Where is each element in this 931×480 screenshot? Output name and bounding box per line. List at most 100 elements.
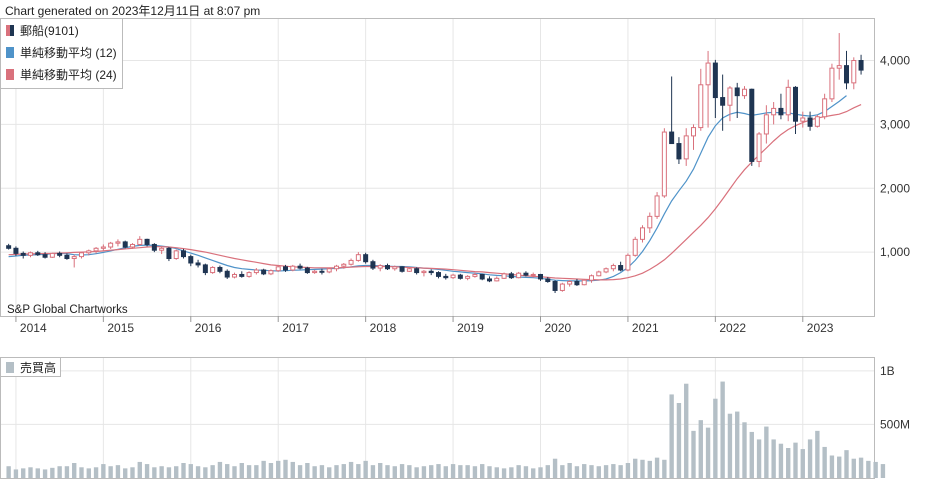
volume-bar bbox=[720, 381, 725, 478]
volume-bar bbox=[633, 458, 638, 478]
candle bbox=[195, 259, 201, 268]
volume-bar bbox=[370, 465, 376, 478]
candle bbox=[435, 271, 442, 279]
candle bbox=[180, 248, 187, 259]
candle bbox=[756, 132, 762, 168]
volume-series bbox=[6, 381, 886, 478]
volume-bar bbox=[815, 430, 820, 478]
volume-bar bbox=[385, 465, 390, 478]
candle-body bbox=[173, 250, 179, 260]
candle bbox=[778, 93, 784, 120]
candle-body bbox=[567, 281, 573, 285]
candle bbox=[151, 243, 157, 253]
volume-bar bbox=[341, 464, 346, 478]
candle-body bbox=[858, 60, 864, 71]
volume-bar bbox=[195, 466, 201, 478]
candle-body bbox=[829, 67, 835, 100]
volume-y-axis: 500M 1B bbox=[880, 364, 910, 432]
candle bbox=[188, 254, 194, 267]
candle bbox=[822, 93, 828, 120]
candle-body bbox=[763, 114, 769, 135]
volume-bar bbox=[101, 464, 106, 478]
candle-body bbox=[115, 241, 121, 244]
volume-bar bbox=[866, 460, 871, 478]
volume-bar bbox=[334, 465, 339, 478]
candle-body bbox=[6, 245, 12, 249]
candle-body bbox=[100, 246, 106, 249]
candle bbox=[567, 280, 573, 287]
volume-panel bbox=[0, 357, 875, 479]
volume-bar bbox=[545, 465, 550, 478]
candle bbox=[261, 268, 267, 276]
candle bbox=[676, 137, 682, 164]
volume-bar bbox=[771, 439, 776, 478]
candle bbox=[800, 111, 806, 128]
candle-body bbox=[545, 278, 551, 283]
candle-body bbox=[596, 271, 602, 277]
candle-body bbox=[341, 263, 347, 267]
candle-body bbox=[13, 247, 19, 254]
candle bbox=[421, 270, 427, 277]
candle bbox=[588, 274, 595, 283]
candle-body bbox=[377, 265, 383, 269]
volume-bar bbox=[837, 456, 842, 478]
candle bbox=[494, 276, 500, 282]
candle-body bbox=[137, 238, 143, 245]
candle-body bbox=[690, 127, 697, 137]
candle-body bbox=[800, 117, 806, 122]
volume-bar bbox=[312, 466, 317, 478]
candle bbox=[647, 212, 653, 233]
candle-body bbox=[450, 274, 456, 279]
volume-bar bbox=[174, 466, 179, 478]
volume-bar bbox=[144, 464, 150, 478]
candle bbox=[399, 266, 405, 273]
legend-swatch-sma24 bbox=[6, 69, 14, 80]
volume-bar bbox=[239, 463, 244, 478]
candle-body bbox=[683, 135, 689, 160]
volume-bar bbox=[582, 464, 587, 478]
candle bbox=[49, 252, 55, 258]
volume-bar bbox=[86, 468, 91, 478]
volume-legend: 売買高 bbox=[0, 357, 61, 377]
volume-bar bbox=[348, 461, 354, 478]
candle-body bbox=[435, 272, 442, 277]
candle bbox=[341, 262, 347, 269]
candle bbox=[814, 114, 820, 128]
volume-bar bbox=[305, 463, 310, 478]
candle bbox=[843, 50, 850, 90]
candle bbox=[210, 266, 216, 274]
volume-bar bbox=[749, 431, 754, 478]
volume-bar bbox=[407, 465, 412, 478]
candle bbox=[683, 128, 689, 166]
candle-body bbox=[807, 117, 813, 127]
volume-bar bbox=[261, 460, 266, 478]
candle bbox=[253, 268, 259, 275]
candle bbox=[35, 250, 41, 256]
candle-body bbox=[443, 275, 449, 279]
candle bbox=[690, 124, 697, 150]
candle-body bbox=[712, 62, 718, 99]
legend-swatch-sma12 bbox=[6, 47, 14, 58]
volume-bar bbox=[290, 461, 295, 478]
candle-body bbox=[399, 266, 405, 272]
candle-body bbox=[355, 254, 361, 261]
volume-bar bbox=[217, 461, 223, 478]
candle bbox=[741, 86, 748, 99]
y-tick-label: 3,000 bbox=[880, 117, 910, 131]
volume-bar bbox=[130, 467, 135, 478]
candle-body bbox=[414, 268, 420, 274]
candle-body bbox=[676, 143, 682, 160]
volume-bar bbox=[625, 463, 631, 478]
candle-body bbox=[508, 273, 514, 279]
candle-body bbox=[588, 275, 595, 281]
candle bbox=[858, 54, 864, 75]
legend-label-sma12: 単純移動平均 (12) bbox=[20, 46, 117, 60]
volume-bar bbox=[399, 464, 405, 478]
volume-y-tick-label: 1B bbox=[880, 364, 895, 378]
candle-body bbox=[465, 275, 471, 279]
candle-body bbox=[86, 250, 92, 254]
candle bbox=[603, 267, 609, 274]
candle-body bbox=[705, 62, 711, 86]
price-grid bbox=[1, 19, 874, 316]
x-tick-label: 2020 bbox=[545, 321, 572, 335]
